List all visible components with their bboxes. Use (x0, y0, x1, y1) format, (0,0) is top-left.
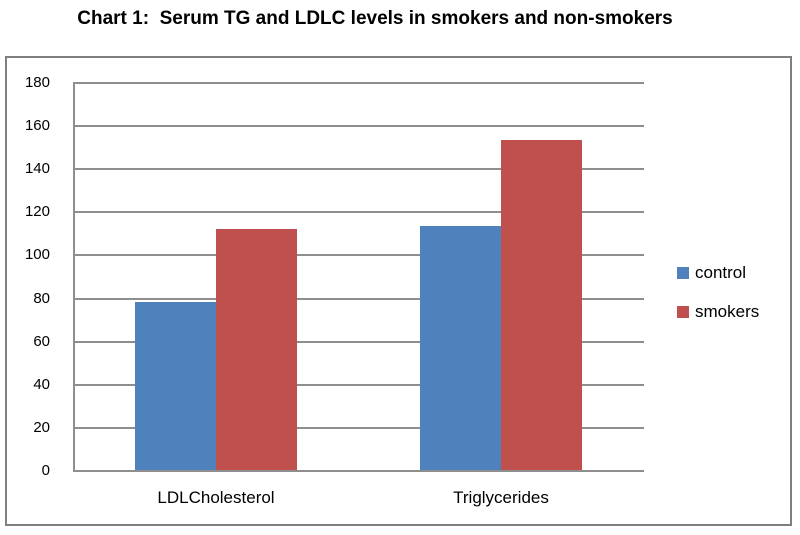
bar-smokers-triglycerides (501, 140, 582, 470)
x-category-label: LDLCholesterol (157, 488, 275, 507)
smokers-swatch-icon (677, 306, 689, 318)
control-swatch-icon (677, 267, 689, 279)
bar-control-ldlcholesterol (135, 302, 216, 470)
gridline (73, 125, 644, 127)
gridline (73, 298, 644, 300)
y-tick-label: 20 (33, 419, 50, 436)
legend-item-smokers: smokers (677, 301, 759, 323)
y-tick-label: 80 (33, 290, 50, 307)
gridline (73, 82, 644, 84)
y-tick-label: 0 (41, 462, 50, 479)
y-tick-label: 120 (24, 203, 50, 220)
gridline (73, 254, 644, 256)
y-tick-label: 140 (24, 160, 50, 177)
y-tick-label: 160 (24, 117, 50, 134)
gridline (73, 341, 644, 343)
legend-label: control (695, 263, 747, 282)
gridline (73, 168, 644, 170)
x-axis-line (73, 470, 644, 472)
chart-frame: 0 20 40 60 80 100 120 140 160 180 LDLCholesterol T… (5, 56, 792, 526)
bar-control-triglycerides (420, 226, 501, 470)
plot-area (73, 82, 644, 472)
legend-item-control: control (677, 262, 746, 284)
gridline (73, 427, 644, 429)
y-tick-label: 180 (24, 74, 50, 91)
x-category-label: Triglycerides (453, 488, 549, 507)
y-axis-line (73, 82, 75, 472)
gridline (73, 384, 644, 386)
y-tick-label: 60 (33, 333, 50, 350)
legend-label: smokers (695, 302, 760, 321)
y-tick-label: 100 (24, 246, 50, 263)
chart-title: Chart 1: Serum TG and LDLC levels in smo… (77, 8, 673, 29)
gridline (73, 211, 644, 213)
y-tick-label: 40 (33, 376, 50, 393)
bar-smokers-ldlcholesterol (216, 229, 297, 470)
